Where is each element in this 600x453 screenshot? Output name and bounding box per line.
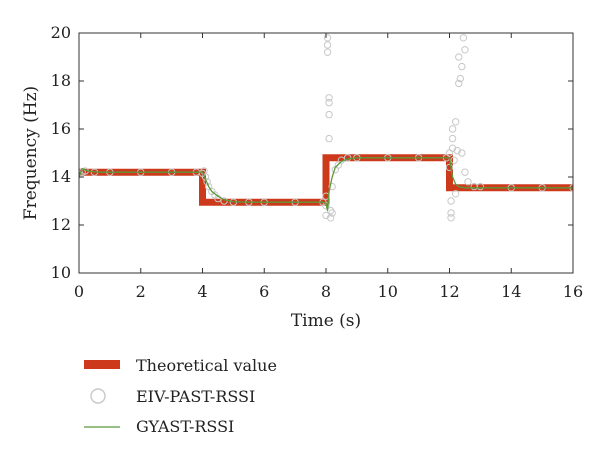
point-eiv-past-rssi [451,118,460,126]
x-tick-label: 2 [136,282,146,301]
y-axis-title: Frequency (Hz) [21,86,41,220]
point-eiv-past-rssi [455,79,463,88]
point-eiv-past-rssi [448,134,457,143]
y-tick-label: 14 [51,167,71,186]
point-eiv-past-rssi [323,48,332,56]
point-eiv-past-rssi [322,211,330,220]
point-eiv-past-rssi [447,197,455,205]
legend: Theoretical value EIV-PAST-RSSI GYAST-RS… [84,356,277,436]
x-tick-label: 6 [259,282,269,301]
plot-area [79,33,573,273]
point-eiv-past-rssi [451,190,460,198]
point-eiv-past-rssi [343,154,352,162]
ticks-layer: 0 2 4 6 8 10 12 14 16 10 12 14 16 18 20 [51,23,584,301]
y-tick-label: 16 [51,119,71,138]
point-eiv-past-rssi [325,98,333,107]
y-tick-label: 18 [51,71,71,90]
x-tick-label: 10 [378,282,398,301]
y-tick-label: 20 [51,23,71,42]
point-eiv-past-rssi [447,209,455,217]
point-eiv-past-rssi [453,146,461,155]
x-tick-label: 4 [197,282,207,301]
point-eiv-past-rssi [476,182,485,191]
point-eiv-past-rssi [203,178,211,186]
point-eiv-past-rssi [461,46,469,54]
x-tick-label: 14 [501,282,521,301]
point-eiv-past-rssi [325,110,333,119]
point-eiv-past-rssi [328,209,336,217]
x-tick-label: 8 [321,282,331,301]
point-eiv-past-rssi [445,163,454,172]
legend-label-theoretical: Theoretical value [136,356,277,375]
point-eiv-past-rssi [323,41,332,49]
point-eiv-past-rssi [323,34,332,42]
series-gyast-rssi [79,157,573,211]
point-eiv-past-rssi [459,34,468,42]
point-eiv-past-rssi [448,144,457,152]
point-eiv-past-rssi [456,74,465,83]
x-tick-label: 16 [563,282,583,301]
x-tick-label: 0 [74,282,84,301]
point-eiv-past-rssi [328,182,336,191]
point-eiv-past-rssi [448,125,457,133]
point-eiv-past-rssi [458,149,466,157]
point-eiv-past-rssi [458,62,466,71]
point-eiv-past-rssi [325,94,333,102]
legend-label-gyast: GYAST-RSSI [136,417,234,436]
point-eiv-past-rssi [447,214,455,222]
legend-marker-eiv-past [90,388,106,404]
point-eiv-past-rssi [455,53,463,61]
point-eiv-past-rssi [326,214,335,222]
point-eiv-past-rssi [450,156,458,164]
series-layer [79,34,573,222]
legend-label-eiv-past: EIV-PAST-RSSI [136,387,255,406]
x-axis-title: Time (s) [291,311,361,331]
y-tick-label: 10 [51,263,71,282]
point-eiv-past-rssi [464,178,472,186]
legend-swatch-theoretical [84,360,120,369]
point-eiv-past-rssi [325,134,333,143]
y-tick-label: 12 [51,215,71,234]
point-eiv-past-rssi [322,202,330,210]
point-eiv-past-rssi [461,168,469,176]
x-tick-label: 12 [439,282,459,301]
